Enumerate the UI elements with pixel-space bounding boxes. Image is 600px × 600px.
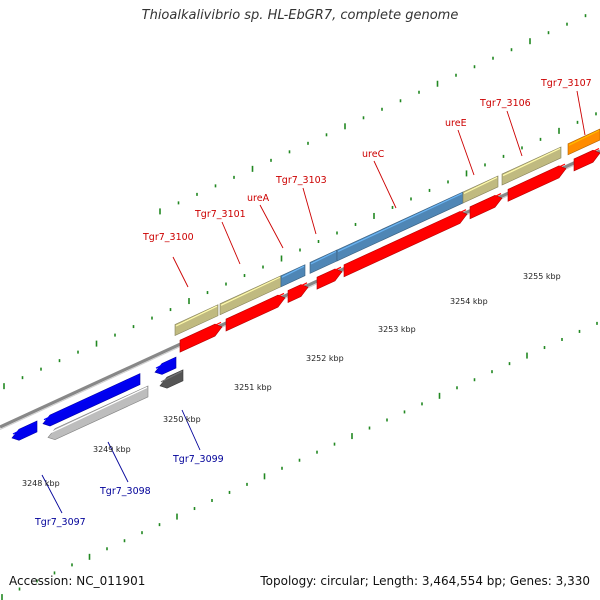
genome-summary-text: Topology: circular; Length: 3,464,554 bp… <box>260 574 590 588</box>
reverse-gene-shine <box>155 358 176 369</box>
forward-gene-body <box>225 294 286 332</box>
forward-gene-shine <box>470 193 502 209</box>
forward-gene-shine <box>574 147 600 161</box>
leader-line-bottom <box>41 474 63 514</box>
forward-gene <box>287 282 309 303</box>
forward-gene-shine <box>180 321 222 343</box>
leader-line-top <box>302 187 317 235</box>
gene-features <box>11 128 600 441</box>
kbp-tick-label: 3249 kbp <box>93 445 131 454</box>
lower-track-gene-shine <box>160 370 183 383</box>
leader-line-top <box>172 256 189 288</box>
leader-line-top <box>373 160 397 209</box>
lower-track-gene-shine <box>48 386 148 434</box>
accession-text: Accession: NC_011901 <box>9 574 146 588</box>
upper-track-gene-body <box>462 175 499 204</box>
reverse-gene-body <box>42 373 141 427</box>
upper-track-gene-shine <box>310 250 337 265</box>
leader-line-top <box>457 129 475 176</box>
upper-track-gene-shine <box>337 192 463 253</box>
reverse-gene <box>11 420 38 441</box>
upper-track-gene-shine <box>502 147 561 177</box>
upper-track-gene <box>462 175 499 204</box>
leader-line-bottom <box>107 441 129 483</box>
forward-gene-body <box>507 165 567 202</box>
kbp-tick-label: 3252 kbp <box>306 354 344 363</box>
leader-line-bottom <box>181 409 201 451</box>
lower-track-gene <box>47 385 149 441</box>
upper-track-gene-shine <box>220 276 281 306</box>
forward-gene <box>179 321 223 353</box>
upper-track-gene-body <box>280 264 306 288</box>
reverse-gene-shine <box>43 374 140 421</box>
forward-gene <box>316 266 343 290</box>
leader-line-top <box>506 110 523 157</box>
leader-line-top <box>221 221 241 265</box>
gene-label-bottom: Tgr7_3097 <box>34 517 86 528</box>
forward-gene <box>469 193 503 220</box>
gene-label-top: Tgr7_3100 <box>142 232 194 243</box>
reverse-gene-body <box>154 356 177 375</box>
upper-track-gene-body <box>174 304 219 336</box>
reverse-gene-shine <box>12 421 37 435</box>
forward-gene-body <box>179 323 223 353</box>
kbp-tick-label: 3250 kbp <box>163 415 201 424</box>
forward-gene-shine <box>288 282 308 293</box>
kbp-tick-label: 3255 kbp <box>523 272 561 281</box>
upper-track-gene <box>280 264 306 288</box>
kbp-tick-label: 3253 kbp <box>378 325 416 334</box>
upper-track-gene <box>174 304 219 336</box>
upper-track-gene-shine <box>568 129 600 146</box>
forward-gene-body <box>573 149 600 172</box>
upper-track-gene-body <box>567 128 600 156</box>
forward-gene-shine <box>508 163 566 192</box>
upper-track-gene <box>567 128 600 156</box>
gene-label-bottom: Tgr7_3099 <box>172 454 224 465</box>
forward-gene <box>507 163 567 202</box>
leader-line-top <box>576 90 586 136</box>
upper-track-gene-shine <box>281 265 305 278</box>
reverse-gene <box>42 373 141 427</box>
forward-gene-body <box>287 284 309 303</box>
upper-track-gene <box>501 146 562 186</box>
upper-track-gene-shine <box>175 305 218 327</box>
gene-label-top: ureC <box>362 149 385 160</box>
gene-label-top: Tgr7_3103 <box>275 175 327 186</box>
upper-track-gene-shine <box>463 176 498 195</box>
forward-gene <box>573 147 600 172</box>
gene-label-top: Tgr7_3106 <box>479 98 531 109</box>
forward-gene <box>343 209 468 278</box>
forward-gene-body <box>343 211 468 278</box>
lower-track-gene-body <box>47 385 149 441</box>
gene-label-top: Tgr7_3107 <box>540 78 592 89</box>
gene-label-top: ureE <box>445 118 467 129</box>
forward-gene-shine <box>317 266 342 280</box>
kbp-tick-label: 3248 kbp <box>22 479 60 488</box>
kbp-tick-label: 3254 kbp <box>450 297 488 306</box>
leader-line-top <box>259 204 284 249</box>
map-title: Thioalkalivibrio sp. HL-EbGR7, complete … <box>141 8 459 23</box>
forward-gene-shine <box>226 292 285 322</box>
forward-gene <box>225 292 286 332</box>
tick-marks <box>1 14 598 600</box>
gene-label-top: ureA <box>247 193 270 204</box>
lower-track-gene <box>159 369 184 389</box>
forward-gene-body <box>469 194 503 220</box>
forward-gene-body <box>316 268 343 290</box>
kbp-tick-label: 3251 kbp <box>234 383 272 392</box>
gene-label-bottom: Tgr7_3098 <box>99 486 151 497</box>
upper-track-gene-body <box>501 146 562 186</box>
lower-track-gene-body <box>159 369 184 389</box>
reverse-gene <box>154 356 177 375</box>
forward-gene-shine <box>344 209 467 267</box>
label-leader-lines <box>41 90 586 514</box>
reverse-gene-body <box>11 420 38 441</box>
gene-label-top: Tgr7_3101 <box>194 209 246 220</box>
